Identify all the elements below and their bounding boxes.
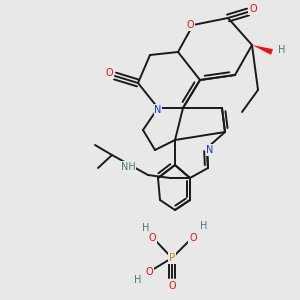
Text: H: H: [200, 221, 208, 231]
Text: O: O: [148, 233, 156, 243]
Text: H: H: [134, 275, 142, 285]
Text: O: O: [186, 20, 194, 30]
Text: P: P: [169, 253, 175, 263]
Text: H: H: [278, 45, 286, 55]
Text: O: O: [105, 68, 113, 78]
Text: N: N: [154, 105, 162, 115]
Text: O: O: [168, 281, 176, 291]
Text: NH: NH: [121, 162, 135, 172]
Text: N: N: [206, 145, 214, 155]
Text: O: O: [145, 267, 153, 277]
Polygon shape: [252, 45, 273, 55]
Text: O: O: [189, 233, 197, 243]
Text: O: O: [249, 4, 257, 14]
Text: H: H: [142, 223, 150, 233]
